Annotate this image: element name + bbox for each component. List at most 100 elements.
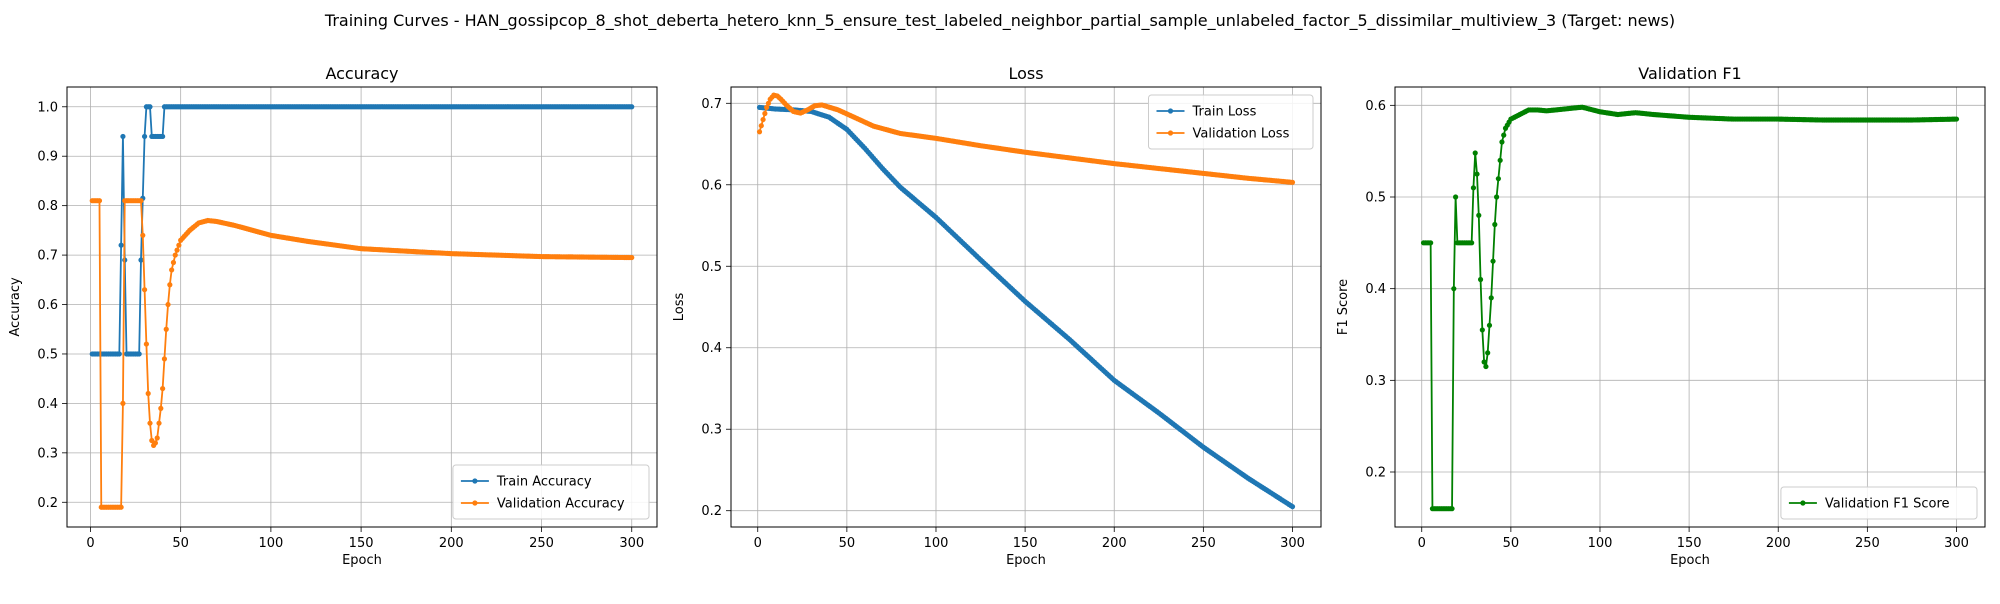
legend-box	[1780, 486, 1978, 520]
x-tick-label: 50	[839, 536, 856, 551]
x-tick-label: 150	[349, 536, 374, 551]
x-tick-label: 250	[529, 536, 554, 551]
data-point	[141, 133, 148, 140]
data-point	[1472, 150, 1478, 156]
y-tick-label: 0.4	[1365, 282, 1386, 297]
data-point	[758, 123, 764, 129]
axes-frame	[1394, 86, 1986, 528]
data-point	[1490, 258, 1496, 264]
y-tick-label: 0.3	[1365, 374, 1386, 389]
data-point	[120, 400, 126, 406]
data-point	[140, 232, 146, 238]
x-tick-label: 150	[1677, 536, 1702, 551]
series-markers	[756, 104, 1296, 510]
y-tick-label: 0.5	[701, 260, 722, 275]
axes-frame	[66, 86, 658, 528]
x-tick-label: 100	[258, 536, 283, 551]
legend-label: Validation Loss	[1193, 127, 1290, 142]
x-tick-label: 300	[619, 536, 644, 551]
series-line-validation-f1-score	[1423, 106, 1957, 510]
series-markers	[89, 104, 635, 357]
data-point	[1481, 359, 1487, 365]
data-point	[1449, 506, 1455, 512]
chart-panel-1: 0 50 100 150 200 250 300 0.2 0.3 0.4 0.5 0.6 0.7 Loss…	[672, 64, 1322, 568]
data-point	[629, 104, 635, 110]
data-point	[765, 100, 772, 106]
data-point	[629, 254, 635, 261]
data-point	[136, 351, 142, 357]
data-point	[160, 385, 166, 392]
legend-label: Validation F1 Score	[1825, 497, 1950, 512]
y-tick-label: 0.6	[701, 178, 722, 193]
data-point	[172, 252, 178, 258]
data-point	[156, 420, 162, 426]
data-point	[1289, 179, 1296, 185]
data-point	[1477, 276, 1484, 283]
y-tick-label: 0.6	[37, 298, 58, 313]
legend-marker-swatch	[1167, 108, 1174, 114]
legend-label: Train Loss	[1192, 105, 1257, 120]
y-tick-label: 0.4	[701, 341, 722, 356]
data-point	[145, 390, 151, 397]
data-point	[1428, 240, 1434, 246]
series-markers	[1420, 104, 1960, 512]
data-point	[154, 435, 160, 441]
data-point	[1451, 286, 1457, 292]
data-point	[1499, 139, 1505, 145]
legend: Validation F1 Score	[1780, 486, 1978, 520]
data-point	[764, 104, 770, 110]
x-tick-label: 200	[439, 536, 464, 551]
data-point	[167, 282, 173, 288]
data-point	[118, 242, 124, 248]
data-point	[1492, 221, 1498, 228]
data-point	[1488, 295, 1494, 301]
data-point	[1485, 350, 1491, 356]
legend-label: Train Accuracy	[496, 475, 592, 490]
data-point	[174, 247, 180, 253]
x-tick-label: 50	[172, 536, 189, 551]
data-point	[1476, 212, 1482, 218]
data-point	[138, 257, 144, 263]
data-point	[165, 301, 171, 308]
x-tick-label: 0	[86, 536, 94, 551]
y-tick-label: 0.2	[1365, 466, 1386, 481]
legend-label: Validation Accuracy	[497, 497, 625, 512]
chart-panel-0: 0 50 100 150 200 250 300 0.2 0.3 0.4 0.5 0.6 0.7 0.8 0…	[8, 64, 658, 568]
y-tick-label: 0.9	[37, 150, 58, 165]
chart-title: Loss	[1008, 64, 1043, 83]
series-markers	[89, 198, 635, 510]
data-point	[1479, 327, 1485, 333]
series-line-train-loss	[759, 106, 1293, 508]
chart-title: Accuracy	[325, 64, 398, 83]
x-tick-label: 300	[1944, 536, 1969, 551]
y-tick-label: 0.6	[1365, 99, 1386, 114]
data-point	[118, 504, 124, 510]
data-point	[161, 356, 168, 362]
data-point	[152, 440, 159, 446]
x-tick-label: 0	[754, 536, 762, 551]
y-tick-label: 0.2	[37, 496, 58, 511]
y-tick-label: 1.0	[37, 100, 58, 115]
y-tick-label: 0.8	[37, 199, 58, 214]
data-point	[1470, 185, 1477, 191]
data-point	[1495, 176, 1501, 182]
figure-suptitle: Training Curves - HAN_gossipcop_8_shot_d…	[324, 11, 1675, 31]
x-tick-label: 200	[1766, 536, 1791, 551]
data-point	[176, 242, 182, 248]
legend-box	[452, 464, 650, 520]
y-axis-label: Accuracy	[8, 277, 23, 337]
x-tick-label: 250	[1855, 536, 1880, 551]
y-tick-label: 0.4	[37, 397, 58, 412]
data-point	[96, 198, 103, 204]
data-point	[163, 326, 169, 332]
data-point	[1483, 363, 1489, 370]
data-point	[1494, 194, 1500, 200]
data-point	[143, 341, 149, 347]
legend-marker-swatch	[1800, 500, 1806, 506]
data-point	[760, 116, 766, 123]
x-tick-label: 250	[1191, 536, 1216, 551]
data-point	[1497, 157, 1503, 163]
legend-marker-swatch	[472, 500, 478, 506]
